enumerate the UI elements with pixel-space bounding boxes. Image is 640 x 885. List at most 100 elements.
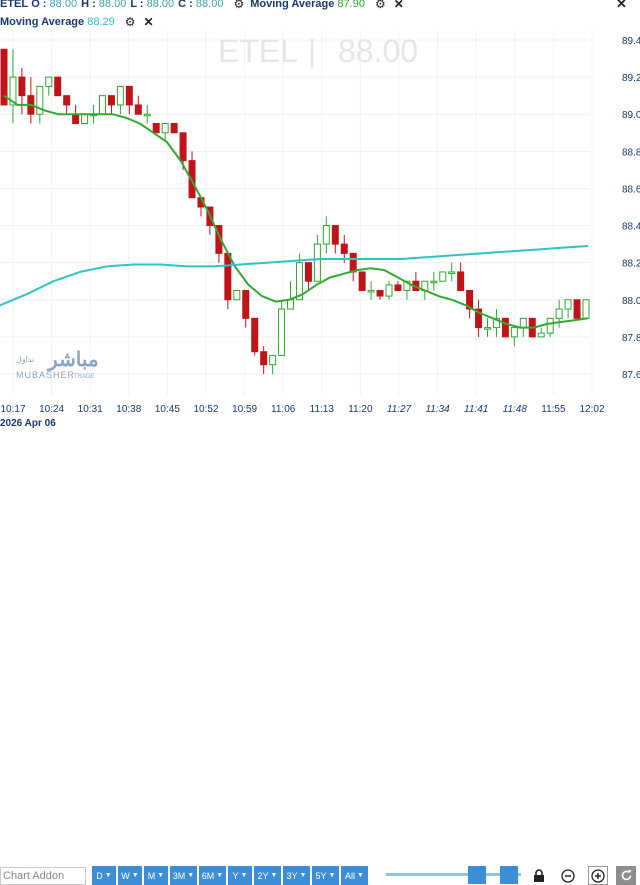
y-tick-label: 88.4 [622, 222, 640, 233]
slider-left-handle[interactable] [468, 866, 486, 884]
legend-low-value: 88.00 [146, 0, 175, 10]
candle-body [260, 351, 268, 366]
candle-body [143, 113, 151, 117]
ohlc-legend: ETEL O : 88.00 H : 88.00 L : 88.00 C : 8… [0, 0, 404, 11]
candle-body [573, 299, 581, 319]
x-tick-label: 10:59 [232, 404, 257, 415]
candle-body [161, 123, 169, 134]
range-label: 6M [201, 870, 215, 881]
lock-icon[interactable] [529, 866, 549, 885]
candle-body [45, 76, 53, 87]
x-tick-label: 11:20 [348, 404, 373, 415]
candle-body [179, 132, 187, 162]
gear-icon[interactable]: ⚙ [124, 15, 136, 29]
candle-body [322, 225, 330, 245]
watermark-separator: | [308, 33, 316, 69]
x-tick-label: 11:13 [310, 404, 335, 415]
candle-body [107, 95, 115, 106]
range-button[interactable]: W ▼ [118, 866, 142, 885]
candle-body [484, 327, 492, 330]
logo-arabic: مباشر [46, 349, 99, 372]
candle-body [466, 290, 474, 310]
caret-down-icon: ▼ [299, 872, 307, 879]
y-tick-label: 89.2 [622, 73, 640, 84]
range-label: 2Y [257, 870, 269, 881]
slider-right-handle[interactable] [500, 866, 518, 884]
logo-latin: MUBASHER [16, 370, 75, 380]
gear-icon[interactable]: ⚙ [374, 0, 386, 11]
candle-body [134, 104, 142, 115]
range-button[interactable]: All ▼ [341, 866, 368, 885]
ma-long-line [0, 245, 589, 307]
range-button[interactable]: 3Y ▼ [283, 866, 310, 885]
candle-body [251, 317, 259, 353]
y-tick-label: 87.6 [622, 370, 640, 381]
y-tick-label: 89.0 [622, 110, 640, 121]
candle-body [304, 262, 312, 282]
moving-average-layer [0, 94, 589, 329]
candle-body [492, 317, 500, 329]
range-label: 5Y [315, 870, 327, 881]
candle-body [170, 123, 178, 134]
candle-body [457, 271, 465, 292]
legend-close-label: C : [178, 0, 193, 10]
candle-body [349, 252, 357, 273]
y-tick-label: 88.8 [622, 147, 640, 158]
candle-body [242, 290, 250, 319]
range-button[interactable]: 2Y ▼ [254, 866, 281, 885]
caret-down-icon: ▼ [240, 872, 248, 879]
candle-body [403, 280, 411, 292]
x-tick-label: 11:48 [503, 404, 528, 415]
range-button[interactable]: M ▼ [144, 866, 168, 885]
ma2-label: Moving Average [0, 16, 85, 28]
candle-body [9, 76, 17, 106]
close-icon[interactable]: ✕ [616, 0, 627, 11]
chart-addon-select[interactable]: Chart Addon [0, 867, 86, 885]
range-label: 3Y [286, 870, 298, 881]
range-button[interactable]: 3M ▼ [170, 866, 197, 885]
range-label: All [345, 870, 356, 881]
x-tick-label: 10:31 [78, 404, 103, 415]
plus-circle-icon[interactable] [588, 866, 608, 885]
price-chart[interactable]: ETEL | 88.00 89.4 89.2 89.0 88.8 88.6 88.4 88.… [0, 0, 640, 432]
candle-body [81, 113, 89, 124]
candle-body [519, 317, 527, 329]
mubasher-logo: مباشر تداول MUBASHER TRADE [16, 349, 99, 380]
date-label: 2026 Apr 06 [0, 418, 56, 429]
x-tick-label: 10:24 [39, 404, 64, 415]
legend-symbol: ETEL [0, 0, 29, 10]
candle-body [98, 95, 106, 115]
candles-layer [0, 48, 590, 374]
watermark-symbol: ETEL [218, 33, 298, 69]
candle-body [501, 317, 509, 338]
candle-body [313, 243, 321, 282]
candle-body [0, 48, 8, 106]
minus-circle-icon[interactable] [558, 866, 578, 885]
refresh-icon[interactable] [616, 866, 636, 885]
close-icon[interactable]: ✕ [143, 15, 154, 29]
candle-body [376, 290, 384, 297]
range-label: 3M [172, 870, 186, 881]
range-button[interactable]: 5Y ▼ [312, 866, 339, 885]
range-button[interactable]: Y ▼ [228, 866, 252, 885]
legend-high-value: 88.00 [98, 0, 127, 10]
watermark-price: 88.00 [338, 33, 418, 69]
legend-open-value: 88.00 [49, 0, 78, 10]
range-button[interactable]: 6M ▼ [199, 866, 226, 885]
range-button[interactable]: D ▼ [92, 866, 116, 885]
x-tick-label: 11:06 [271, 404, 296, 415]
y-tick-label: 88.6 [622, 184, 640, 195]
close-icon[interactable]: ✕ [393, 0, 404, 11]
candle-body [233, 290, 241, 301]
candle-body [537, 332, 545, 338]
y-tick-label: 88.2 [622, 259, 640, 270]
x-tick-label: 10:38 [116, 404, 141, 415]
candle-body [331, 225, 339, 245]
range-label: M [147, 870, 156, 881]
caret-down-icon: ▼ [104, 872, 112, 879]
legend-high-label: H : [81, 0, 96, 10]
ma1-label: Moving Average [250, 0, 335, 10]
ma-short-line [3, 94, 589, 329]
x-tick-label: 11:55 [541, 404, 566, 415]
gear-icon[interactable]: ⚙ [233, 0, 245, 11]
